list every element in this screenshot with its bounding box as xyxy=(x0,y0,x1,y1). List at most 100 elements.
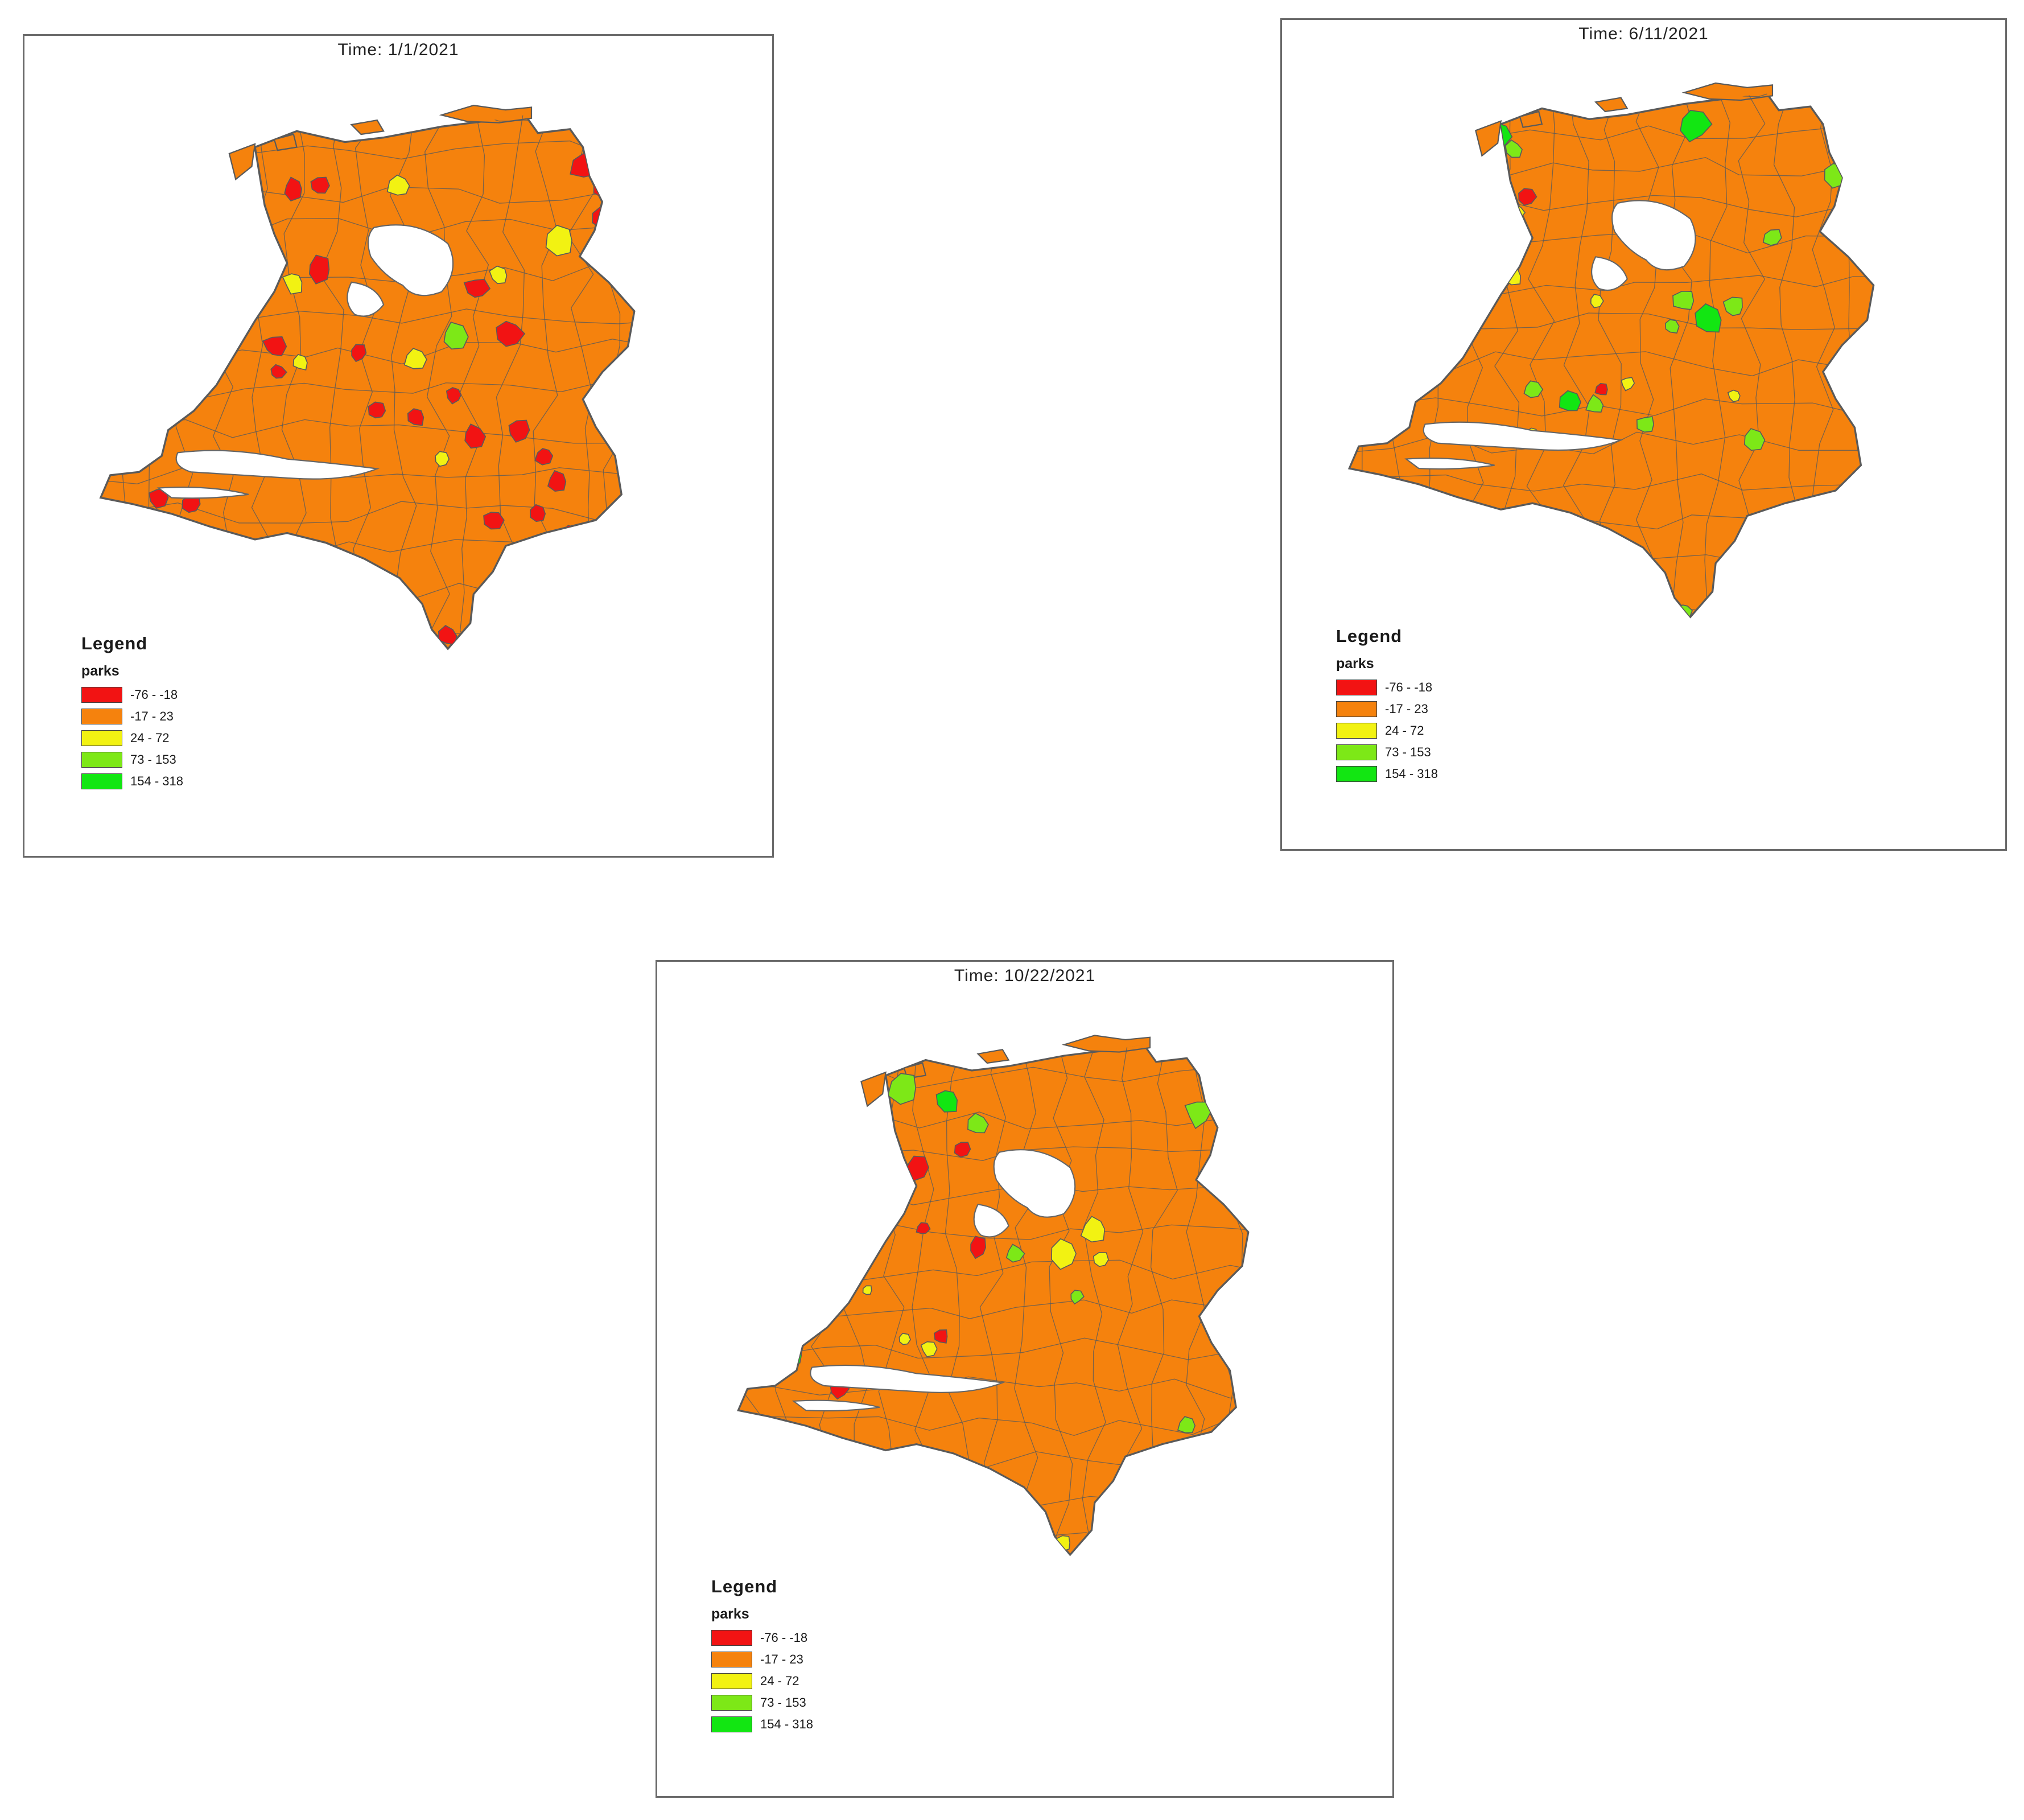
panel-title: Time: 6/11/2021 xyxy=(1578,24,1709,43)
municipality xyxy=(1494,157,1508,169)
municipality xyxy=(1056,1535,1070,1552)
municipality xyxy=(967,1113,989,1134)
municipality xyxy=(284,176,302,201)
municipality xyxy=(1093,1251,1109,1267)
island xyxy=(1474,120,1502,157)
island xyxy=(350,119,385,135)
municipality xyxy=(403,348,427,369)
island xyxy=(439,104,533,123)
water-body xyxy=(1590,256,1628,291)
municipality xyxy=(562,525,579,541)
municipality xyxy=(262,336,287,357)
municipality xyxy=(1722,297,1743,316)
municipality xyxy=(1080,1216,1106,1243)
legend-swatch xyxy=(711,1716,752,1732)
municipality xyxy=(768,1354,782,1369)
legend-item: -76 - -18 xyxy=(1336,677,1438,698)
municipality xyxy=(529,504,546,522)
netherlands-map xyxy=(1347,82,1875,619)
municipality xyxy=(1467,245,1493,268)
island xyxy=(976,1049,1010,1064)
legend-swatch xyxy=(81,773,122,789)
municipality xyxy=(1664,319,1680,334)
map-panel-3: Time: 10/22/2021 Legend parks -76 - -18 … xyxy=(656,960,1394,1798)
legend-field: parks xyxy=(81,663,119,679)
municipality xyxy=(1743,428,1766,451)
water-body xyxy=(993,1149,1076,1218)
municipality xyxy=(1429,307,1446,322)
legend-swatch xyxy=(1336,723,1377,739)
municipality xyxy=(1594,382,1608,396)
municipality xyxy=(782,1347,802,1366)
municipality xyxy=(887,1073,917,1105)
legend-item: 24 - 72 xyxy=(1336,720,1438,742)
municipality xyxy=(446,387,462,405)
water-body xyxy=(347,281,385,317)
municipality xyxy=(483,512,505,530)
municipality xyxy=(1585,394,1604,413)
municipality xyxy=(545,224,572,257)
water-body xyxy=(1611,200,1696,271)
legend-item: -76 - -18 xyxy=(81,684,183,706)
legend-item: 24 - 72 xyxy=(711,1670,813,1692)
municipality xyxy=(1559,390,1582,411)
water-body xyxy=(367,224,454,297)
municipality xyxy=(534,448,554,466)
municipality xyxy=(1070,1290,1085,1305)
municipality xyxy=(351,344,367,363)
legend-title: Legend xyxy=(711,1576,778,1596)
municipality xyxy=(970,1236,987,1259)
municipality xyxy=(1005,1243,1025,1263)
legend-title: Legend xyxy=(1336,626,1403,646)
land-mass xyxy=(1347,91,1875,619)
water-body xyxy=(792,1399,880,1412)
municipality xyxy=(270,364,287,379)
municipality xyxy=(1590,294,1604,308)
netherlands-map xyxy=(737,1035,1250,1557)
municipality xyxy=(282,273,303,295)
water-body xyxy=(973,1204,1009,1238)
municipality xyxy=(310,176,331,194)
municipality xyxy=(592,207,616,228)
legend-swatch xyxy=(1336,744,1377,760)
municipality xyxy=(463,278,491,298)
municipality xyxy=(1621,377,1635,392)
legend-item: -17 - 23 xyxy=(81,706,183,727)
map-panel-1: Time: 1/1/2021 Legend parks -76 - -18 -1… xyxy=(23,34,774,858)
water-body xyxy=(810,1364,1005,1393)
netherlands-map xyxy=(99,104,636,650)
municipality xyxy=(916,1222,931,1234)
island xyxy=(1594,97,1629,113)
island xyxy=(860,1071,887,1107)
municipality xyxy=(593,168,623,200)
legend-swatch xyxy=(711,1630,752,1646)
municipality xyxy=(1177,1416,1196,1434)
map-legend: Legend parks -76 - -18 -17 - 23 24 - 72 … xyxy=(711,1576,813,1735)
water-body xyxy=(1404,458,1495,470)
municipality xyxy=(1762,229,1782,246)
legend-field: parks xyxy=(711,1606,749,1622)
legend-swatch xyxy=(711,1673,752,1689)
legend-title: Legend xyxy=(81,633,148,653)
municipality xyxy=(862,1285,872,1295)
municipality xyxy=(1672,290,1695,310)
municipality xyxy=(547,470,567,492)
municipality xyxy=(933,1329,948,1344)
municipality xyxy=(1051,1238,1077,1270)
water-body xyxy=(1423,421,1623,451)
municipality xyxy=(435,451,450,467)
map-panel-2: Time: 6/11/2021 Legend parks -76 - -18 -… xyxy=(1280,18,2007,851)
legend-field: parks xyxy=(1336,656,1374,672)
legend-item: 154 - 318 xyxy=(81,771,183,792)
legend-item: -17 - 23 xyxy=(1336,698,1438,720)
legend-item: 24 - 72 xyxy=(81,727,183,749)
municipality xyxy=(1636,416,1655,433)
municipality xyxy=(464,423,487,449)
municipality xyxy=(1842,130,1870,155)
map-legend: Legend parks -76 - -18 -17 - 23 24 - 72 … xyxy=(81,633,183,792)
municipality xyxy=(496,320,526,347)
municipality xyxy=(308,254,330,285)
legend-item: 154 - 318 xyxy=(711,1714,813,1735)
municipality xyxy=(489,265,508,285)
legend-swatch xyxy=(1336,766,1377,782)
